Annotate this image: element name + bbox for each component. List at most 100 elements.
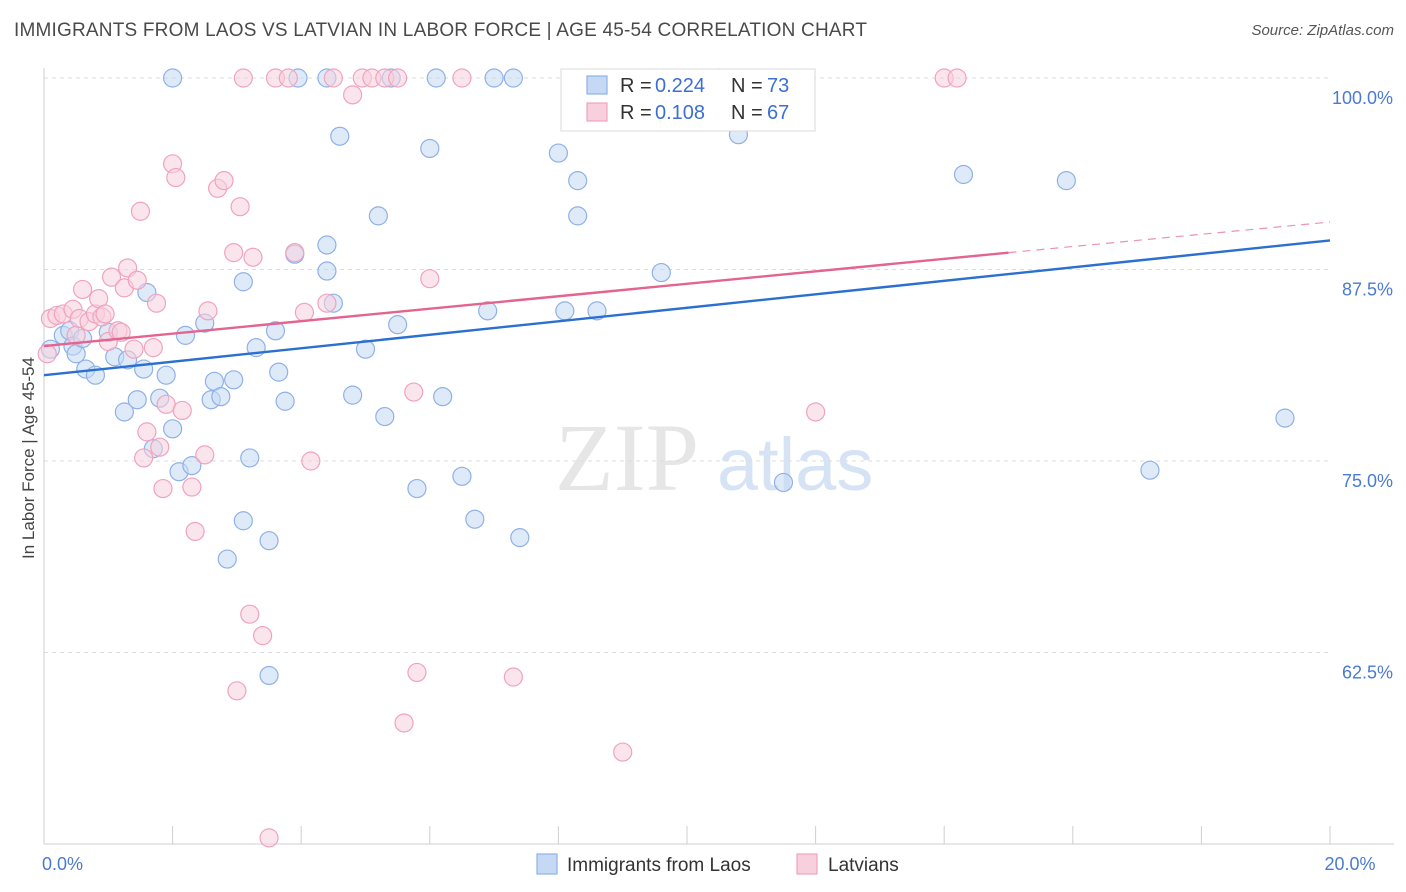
- point-latvians: [613, 742, 633, 762]
- point-immigrants-from-laos: [1275, 408, 1295, 428]
- point-immigrants-from-laos: [330, 126, 350, 146]
- point-immigrants-from-laos: [953, 164, 974, 185]
- point-immigrants-from-laos: [156, 365, 176, 385]
- point-immigrants-from-laos: [259, 665, 279, 686]
- point-immigrants-from-laos: [1140, 460, 1160, 480]
- point-immigrants-from-laos: [211, 387, 231, 407]
- point-latvians: [253, 626, 273, 646]
- point-latvians: [301, 451, 321, 471]
- point-latvians: [111, 322, 131, 342]
- point-latvians: [150, 437, 170, 457]
- point-latvians: [224, 243, 244, 263]
- stats-legend: R = 0.224 N = 73 R = 0.108 N = 67: [560, 68, 816, 132]
- point-latvians: [198, 301, 218, 321]
- point-latvians: [195, 445, 215, 465]
- point-immigrants-from-laos: [368, 206, 388, 226]
- point-latvians: [278, 68, 298, 88]
- legend-r-label-laos: R =: [620, 75, 652, 97]
- point-latvians: [172, 400, 192, 421]
- point-immigrants-from-laos: [233, 272, 253, 292]
- point-latvians: [243, 247, 263, 267]
- point-immigrants-from-laos: [317, 261, 337, 281]
- point-latvians: [420, 269, 440, 289]
- point-immigrants-from-laos: [503, 68, 523, 88]
- point-latvians: [407, 662, 427, 683]
- point-latvians: [240, 604, 260, 624]
- legend-r-label-latvians: R =: [620, 102, 652, 124]
- point-latvians: [227, 681, 247, 701]
- point-immigrants-from-laos: [163, 68, 183, 88]
- bottom-legend-label-latvians: Latvians: [828, 855, 899, 876]
- point-immigrants-from-laos: [420, 138, 440, 159]
- legend-r-value-laos: 0.224: [655, 75, 705, 97]
- x-tick-label: 20.0%: [1324, 854, 1375, 874]
- legend-r-value-latvians: 0.108: [655, 102, 705, 124]
- series-legend: Immigrants from Laos Latvians: [536, 853, 899, 876]
- point-immigrants-from-laos: [269, 362, 289, 382]
- point-immigrants-from-laos: [452, 466, 472, 486]
- y-tick-label: 75.0%: [1342, 471, 1393, 491]
- point-immigrants-from-laos: [217, 549, 237, 569]
- point-immigrants-from-laos: [343, 385, 363, 405]
- point-immigrants-from-laos: [233, 511, 253, 531]
- point-latvians: [343, 85, 363, 105]
- point-latvians: [134, 448, 154, 468]
- legend-n-label-latvians: N =: [731, 102, 763, 124]
- point-immigrants-from-laos: [182, 455, 202, 476]
- point-latvians: [317, 293, 337, 313]
- legend-swatch-laos: [586, 75, 608, 95]
- legend-n-value-laos: 73: [767, 75, 789, 97]
- point-immigrants-from-laos: [265, 321, 286, 341]
- point-latvians: [259, 828, 279, 848]
- bottom-legend-swatch-latvians: [796, 853, 818, 875]
- x-tick-label: 0.0%: [42, 854, 83, 874]
- point-immigrants-from-laos: [465, 509, 485, 529]
- point-immigrants-from-laos: [510, 527, 530, 548]
- point-latvians: [37, 344, 57, 364]
- point-latvians: [166, 167, 186, 188]
- point-immigrants-from-laos: [163, 419, 183, 439]
- point-immigrants-from-laos: [478, 301, 498, 321]
- point-latvians: [388, 68, 408, 88]
- point-latvians: [805, 402, 826, 422]
- legend-n-label-laos: N =: [731, 75, 763, 97]
- point-latvians: [137, 422, 157, 442]
- point-latvians: [294, 302, 315, 322]
- legend-swatch-latvians: [586, 102, 608, 122]
- point-latvians: [101, 267, 122, 287]
- point-latvians: [323, 68, 343, 88]
- point-immigrants-from-laos: [407, 478, 427, 499]
- point-latvians: [185, 521, 205, 542]
- point-latvians: [503, 667, 523, 687]
- point-immigrants-from-laos: [275, 391, 295, 411]
- point-immigrants-from-laos: [134, 359, 154, 379]
- watermark-atlas: atlas: [717, 423, 873, 506]
- y-axis-label: In Labor Force | Age 45-54: [19, 357, 38, 559]
- point-immigrants-from-laos: [259, 531, 279, 551]
- point-immigrants-from-laos: [587, 301, 607, 321]
- gridlines: [44, 77, 1330, 653]
- point-latvians: [146, 293, 167, 313]
- point-immigrants-from-laos: [240, 448, 260, 468]
- point-latvians: [143, 338, 163, 358]
- legend-n-value-latvians: 67: [767, 102, 789, 124]
- point-immigrants-from-laos: [175, 325, 196, 345]
- chart-title: IMMIGRANTS FROM LAOS VS LATVIAN IN LABOR…: [14, 20, 868, 41]
- point-immigrants-from-laos: [651, 262, 671, 283]
- trend-line-laos: [43, 239, 1331, 377]
- bottom-legend-swatch-laos: [536, 853, 558, 875]
- point-immigrants-from-laos: [484, 68, 504, 88]
- point-immigrants-from-laos: [548, 143, 569, 163]
- chart-source: Source: ZipAtlas.com: [1251, 22, 1394, 39]
- point-latvians: [214, 171, 234, 191]
- point-immigrants-from-laos: [114, 402, 134, 422]
- point-immigrants-from-laos: [317, 235, 337, 255]
- point-immigrants-from-laos: [388, 315, 408, 335]
- point-latvians: [72, 279, 93, 300]
- point-latvians: [127, 270, 147, 290]
- point-latvians: [182, 477, 202, 497]
- point-immigrants-from-laos: [568, 171, 588, 191]
- point-latvians: [285, 243, 305, 263]
- point-latvians: [130, 201, 151, 221]
